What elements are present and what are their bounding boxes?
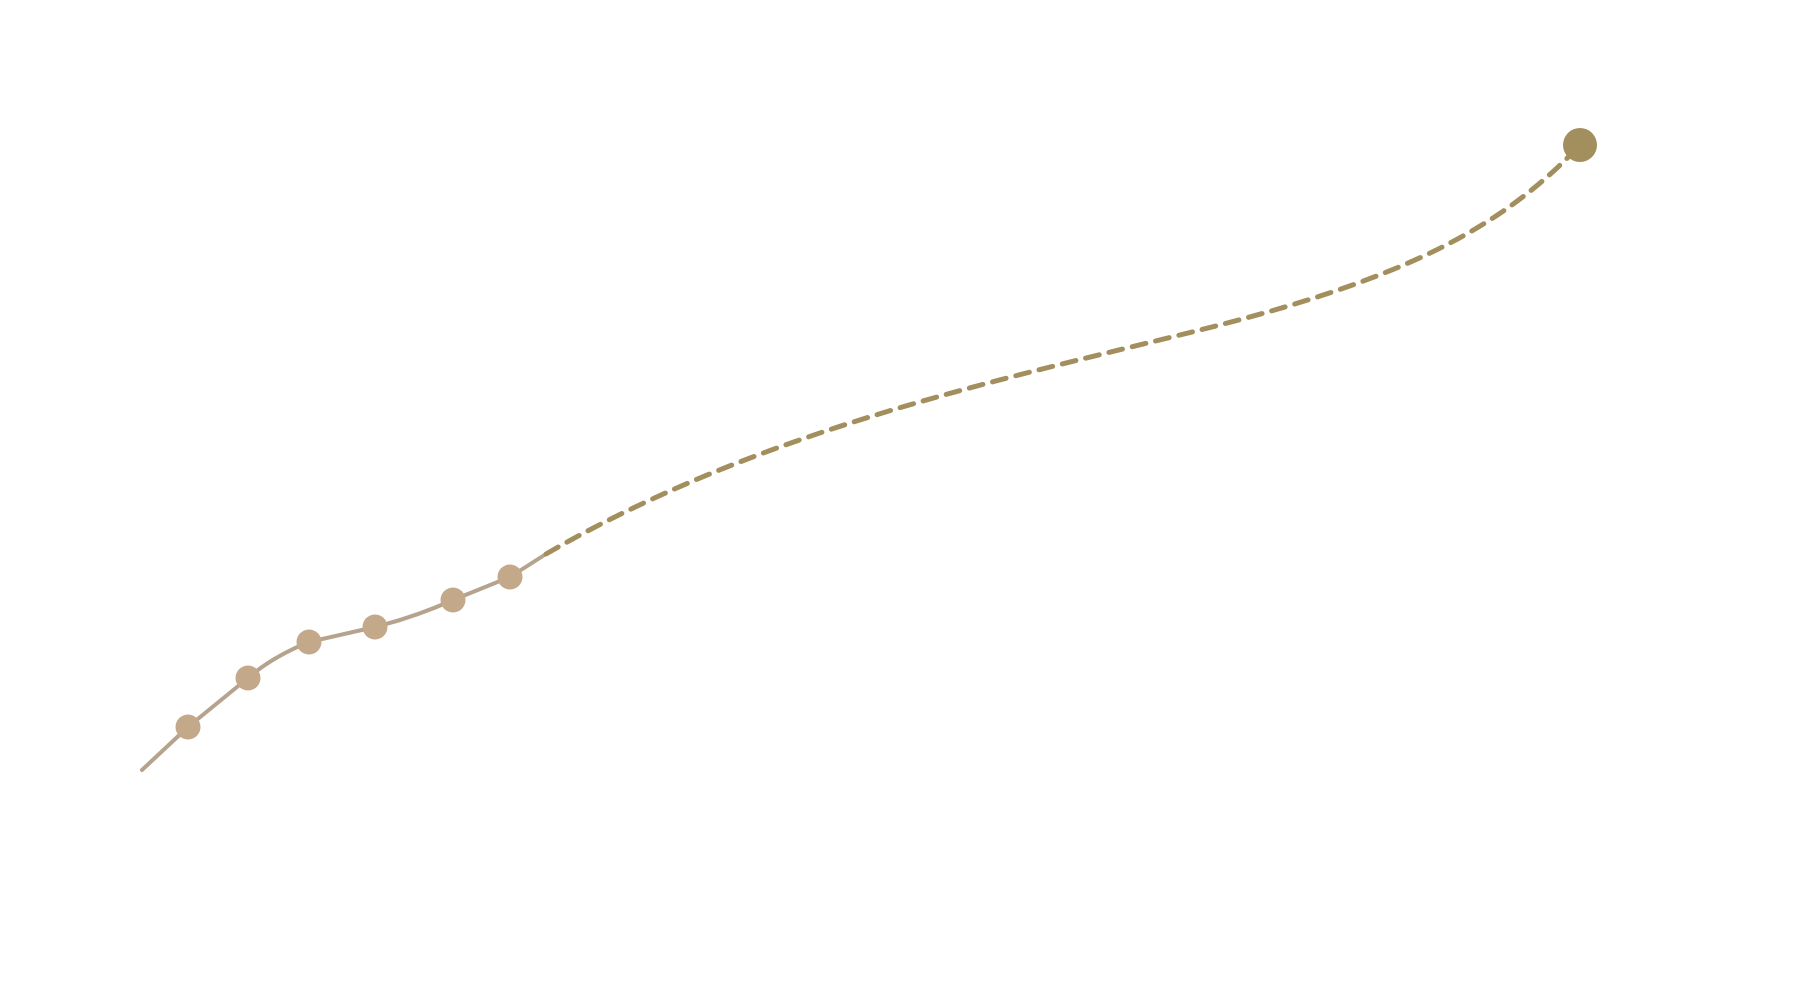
goal-point bbox=[1563, 128, 1597, 162]
progress-point bbox=[296, 629, 322, 655]
projection-line bbox=[543, 142, 1583, 557]
progress-line bbox=[140, 552, 548, 772]
progress-points bbox=[175, 564, 523, 740]
progress-point bbox=[235, 665, 261, 691]
progress-point bbox=[362, 614, 388, 640]
progress-point bbox=[175, 714, 201, 740]
progress-point bbox=[497, 564, 523, 590]
progress-point bbox=[440, 587, 466, 613]
